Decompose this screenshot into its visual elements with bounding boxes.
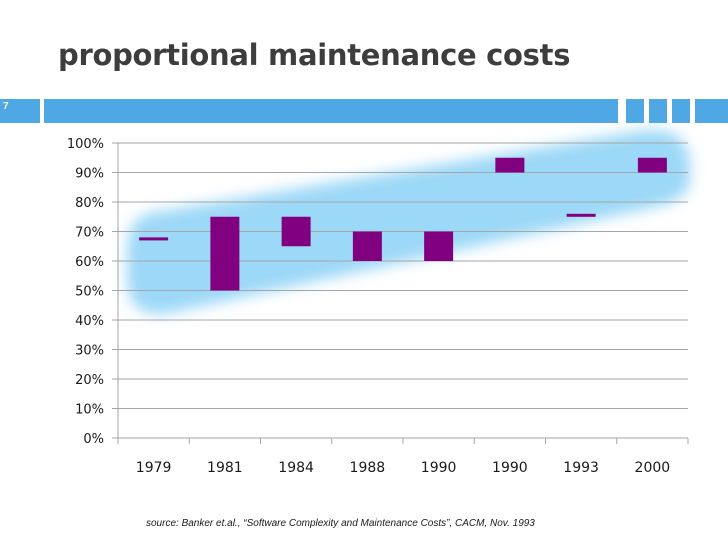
range-bar	[210, 216, 240, 291]
range-bar	[566, 213, 596, 217]
y-tick-label: 20%	[75, 373, 104, 388]
y-tick-label: 80%	[75, 196, 104, 211]
y-tick-label: 10%	[75, 403, 104, 418]
slide-title: proportional maintenance costs	[58, 38, 571, 72]
y-tick-label: 40%	[75, 314, 104, 329]
x-tick-label: 1981	[207, 460, 243, 476]
x-tick-label: 2000	[635, 460, 671, 476]
range-bar	[424, 231, 454, 261]
range-bar	[139, 237, 169, 241]
accent-block	[649, 99, 667, 123]
accent-block	[695, 99, 728, 123]
slide-number-badge: 7	[0, 99, 40, 123]
y-tick-label: 100%	[67, 137, 104, 152]
y-tick-label: 0%	[83, 432, 104, 447]
title-accent-bar	[44, 99, 618, 123]
accent-block	[672, 99, 690, 123]
y-tick-label: 60%	[75, 255, 104, 270]
x-tick-label: 1979	[136, 460, 172, 476]
x-tick-label: 1984	[278, 460, 314, 476]
x-tick-label: 1993	[563, 460, 599, 476]
range-bar	[495, 157, 525, 173]
y-tick-label: 70%	[75, 226, 104, 241]
x-tick-label: 1990	[492, 460, 528, 476]
range-bar	[281, 216, 311, 247]
x-tick-label: 1990	[421, 460, 457, 476]
range-bar	[637, 157, 667, 173]
y-tick-label: 50%	[75, 285, 104, 300]
source-note: source: Banker et.al., “Software Complex…	[146, 518, 535, 529]
accent-block	[626, 99, 644, 123]
slide-number: 7	[3, 101, 9, 112]
range-bar	[352, 231, 382, 261]
highlight-band	[127, 129, 690, 314]
y-tick-label: 30%	[75, 344, 104, 359]
x-tick-label: 1988	[350, 460, 386, 476]
y-tick-label: 90%	[75, 167, 104, 182]
